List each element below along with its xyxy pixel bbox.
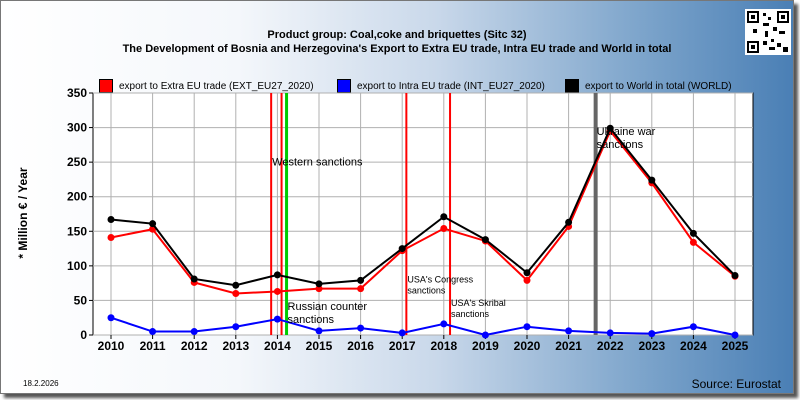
- data-point: [107, 216, 115, 224]
- x-tick-label: 2024: [680, 339, 707, 353]
- data-point: [357, 276, 365, 284]
- data-point: [357, 285, 365, 293]
- x-tick-label: 2016: [347, 339, 374, 353]
- data-point: [565, 218, 573, 226]
- series-line-1: [110, 316, 736, 337]
- data-point: [523, 276, 531, 284]
- legend-label-extra-eu: export to Extra EU trade (EXT_EU27_2020): [119, 80, 314, 92]
- data-point: [190, 275, 198, 283]
- data-point: [731, 331, 739, 339]
- qr-code-icon: [745, 9, 791, 55]
- data-point: [398, 329, 406, 337]
- data-point: [440, 213, 448, 221]
- data-point: [398, 245, 406, 253]
- data-point: [523, 269, 531, 277]
- event-label: Ukraine war sanctions: [597, 126, 656, 151]
- data-point: [149, 220, 157, 228]
- x-tick-label: 2015: [306, 339, 333, 353]
- data-point: [689, 323, 697, 331]
- y-tick-label: 250: [67, 155, 87, 169]
- x-tick-label: 2022: [597, 339, 624, 353]
- legend-label-intra-eu: export to Intra EU trade (INT_EU27_2020): [357, 80, 545, 92]
- series-line-2: [110, 126, 736, 287]
- data-point: [689, 238, 697, 246]
- data-point: [440, 225, 448, 233]
- y-tick-label: 200: [67, 190, 87, 204]
- chart-title: Product group: Coal,coke and briquettes …: [267, 29, 527, 41]
- plot-area: [92, 92, 754, 336]
- x-tick-label: 2019: [472, 339, 499, 353]
- data-point: [273, 315, 281, 323]
- data-point: [606, 329, 614, 337]
- legend-label-world: export to World in total (WORLD): [585, 80, 732, 92]
- x-tick-label: 2013: [222, 339, 249, 353]
- data-point: [689, 229, 697, 237]
- x-tick-label: 2021: [555, 339, 582, 353]
- x-tick-label: 2018: [430, 339, 457, 353]
- data-point: [357, 324, 365, 332]
- x-tick-label: 2020: [514, 339, 541, 353]
- chart-frame: Product group: Coal,coke and briquettes …: [0, 0, 794, 394]
- series-line-0: [110, 129, 736, 295]
- data-point: [523, 323, 531, 331]
- y-tick-label: 100: [67, 259, 87, 273]
- chart-subtitle: The Development of Bosnia and Herzegovin…: [122, 43, 672, 55]
- source-note: Source: Eurostat: [691, 377, 781, 391]
- data-point: [315, 280, 323, 288]
- data-point: [648, 176, 656, 184]
- data-point: [232, 281, 240, 289]
- y-tick-label: 150: [67, 224, 87, 238]
- line-chart: 0 50 100 150 200 250 300 350 2010 2011 2012 2013 201…: [67, 86, 754, 353]
- x-tick-label: 2023: [638, 339, 665, 353]
- data-point: [273, 287, 281, 295]
- event-label: USA's Skribal sanctions: [451, 298, 506, 319]
- data-point: [440, 320, 448, 328]
- data-point: [190, 328, 198, 336]
- y-tick-label: 300: [67, 121, 87, 135]
- data-point: [315, 285, 323, 293]
- x-tick-label: 2012: [181, 339, 208, 353]
- data-point: [565, 327, 573, 335]
- data-point: [481, 331, 489, 339]
- data-point: [481, 236, 489, 244]
- data-point: [107, 234, 115, 242]
- data-point: [315, 327, 323, 335]
- x-tick-label: 2025: [722, 339, 749, 353]
- data-point: [107, 314, 115, 322]
- event-label: Western sanctions: [272, 157, 363, 169]
- data-point: [648, 330, 656, 338]
- x-tick-label: 2011: [140, 339, 166, 353]
- data-point: [149, 328, 157, 336]
- data-point: [606, 124, 614, 132]
- data-point: [232, 290, 240, 298]
- event-label: USA's Congress sanctions: [407, 274, 473, 295]
- y-tick-label: 0: [80, 328, 87, 342]
- event-label: Russian counter sanctions: [288, 301, 368, 326]
- x-tick-label: 2017: [389, 339, 416, 353]
- x-tick-label: 2014: [264, 339, 291, 353]
- y-tick-label: 350: [67, 86, 87, 100]
- data-point: [731, 272, 739, 280]
- date-stamp: 18.2.2026: [23, 379, 59, 388]
- data-point: [232, 323, 240, 331]
- y-tick-label: 50: [74, 293, 88, 307]
- data-point: [273, 271, 281, 279]
- x-tick-label: 2010: [98, 339, 125, 353]
